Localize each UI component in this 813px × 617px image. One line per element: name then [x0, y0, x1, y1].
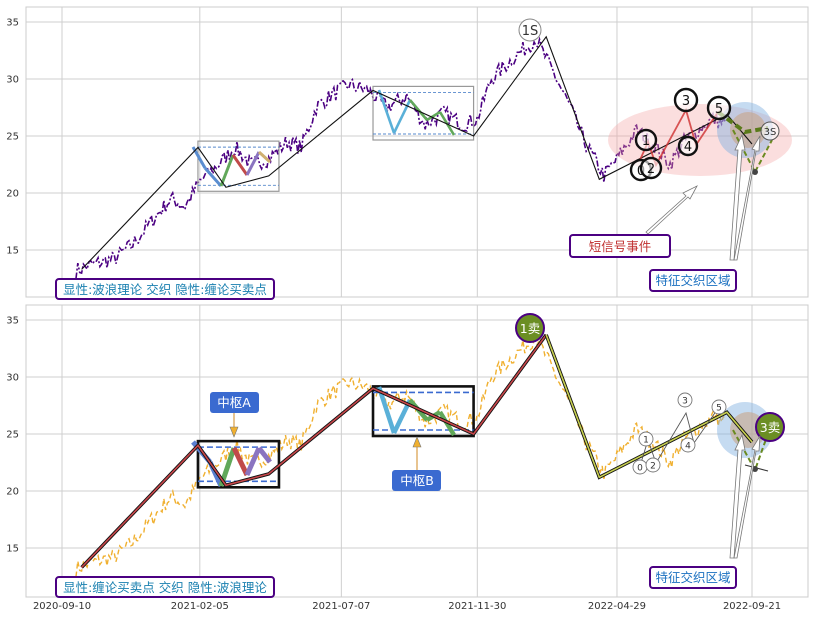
y-tick-label: 30: [6, 373, 19, 384]
x-tick-label: 2022-04-29: [588, 601, 646, 612]
sell-label: 3S: [764, 127, 777, 138]
zhongshu-zigzag-segment: [257, 446, 272, 464]
zhongshu-zigzag-segment: [409, 99, 428, 121]
wave-label-circle: [639, 156, 663, 180]
sell-1-label: 1卖: [520, 321, 540, 336]
center-a-label: 中枢A: [217, 395, 251, 410]
price-series-line: [75, 334, 726, 577]
feature-zone-box: [649, 269, 737, 292]
signal-event-box: [569, 234, 671, 258]
x-tick-label: 2020-09-10: [33, 601, 91, 612]
center-b-arrow-head: [412, 436, 422, 448]
wave-label-circle: [706, 95, 732, 121]
zhongshu-zigzag-segment: [231, 446, 250, 477]
zhongshu-zigzag-segment: [203, 167, 223, 187]
projection-dash-low: [732, 427, 771, 473]
feature-arrow-2: [733, 135, 761, 261]
wave-label-text: 1: [642, 134, 650, 149]
sell-1-marker: [515, 313, 545, 343]
wave-label-text: 2: [647, 162, 655, 177]
wave-label-text: 5: [716, 404, 722, 414]
wave-label-circle: [645, 457, 661, 473]
zhongshu-zigzag-segment: [244, 446, 262, 477]
x-tick-label: 2021-11-30: [448, 601, 506, 612]
y-tick-label: 30: [6, 75, 19, 86]
y-tick-label: 15: [6, 246, 19, 257]
center-a-box: [210, 392, 259, 413]
wave-label-text: 4: [685, 442, 691, 452]
zhongshu-zigzag-segment: [219, 154, 235, 187]
zhongshu-zigzag-segment: [426, 110, 441, 122]
wave-label-text: 5: [715, 102, 723, 117]
wave-label-circle: [680, 437, 696, 453]
x-tick-label: 2022-09-21: [723, 601, 781, 612]
wave-label-text: 3: [682, 397, 688, 407]
feature-zone-label: 特征交织区域: [655, 273, 730, 288]
zhongshu-zigzag-segment: [257, 150, 272, 164]
legend-text-top: 显性:波浪理论 交织 隐性:缠论买卖点: [63, 282, 267, 297]
zhongshu-zigzag-segment: [377, 89, 396, 134]
trend-line-down: [545, 334, 753, 479]
wave-label-text: 0: [637, 464, 643, 474]
center-b-box: [392, 470, 441, 491]
wave-label-circle: [677, 135, 699, 157]
signal-event-label: 短信号事件: [589, 239, 652, 254]
center-b-label: 中枢B: [400, 473, 434, 488]
legend-box-top: [55, 278, 275, 300]
projection-point: [752, 169, 758, 175]
zhongshu-box: [197, 140, 280, 192]
feature-zone-label: 特征交织区域: [655, 570, 730, 585]
wave-label-text: 1: [643, 436, 649, 446]
trend-line: [81, 35, 753, 270]
legend-text-bottom: 显性:缠论买卖点 交织 隐性:波浪理论: [63, 580, 267, 595]
top-panel: [25, 6, 809, 298]
wave-label-circle: [638, 431, 654, 447]
wave-label-circle: [711, 399, 727, 415]
projection-dash: [716, 110, 769, 135]
y-tick-label: 15: [6, 544, 19, 555]
peak-label: 1S: [522, 24, 539, 39]
zhongshu-box: [372, 85, 475, 141]
wave-label-text: 4: [684, 140, 692, 155]
y-tick-label: 20: [6, 487, 19, 498]
feature-arrow: [729, 433, 746, 559]
trend-line-up: [81, 334, 547, 568]
wave-label-circle: [673, 87, 699, 113]
projection-point: [752, 466, 758, 472]
center-a-arrow-head: [229, 426, 239, 438]
zhongshu-box: [371, 385, 475, 438]
wave-label-text: 3: [682, 94, 690, 109]
zhongshu-zigzag-segment: [231, 154, 249, 176]
sell-marker-circle: [760, 121, 780, 141]
y-tick-label: 35: [6, 316, 19, 327]
y-tick-label: 25: [6, 132, 19, 143]
sell-3-label: 3卖: [760, 420, 780, 435]
wave-label-circle: [634, 128, 658, 152]
signal-arrow: [645, 185, 698, 235]
wave-label-text: 2: [650, 462, 656, 472]
peak-marker-circle: [518, 18, 542, 42]
feature-zone-box: [649, 566, 737, 589]
price-series-line: [75, 36, 726, 279]
wave-label-circle: [677, 392, 693, 408]
zhongshu-zigzag-segment: [245, 151, 261, 176]
legend-box-bottom: [55, 576, 275, 598]
x-tick-label: 2021-07-07: [312, 601, 370, 612]
zhongshu-zigzag-segment: [376, 386, 397, 434]
sell-3-marker: [755, 412, 785, 442]
y-tick-label: 20: [6, 189, 19, 200]
feature-arrow-2: [733, 435, 761, 559]
x-tick-label: 2021-02-05: [171, 601, 229, 612]
feature-arrow: [729, 133, 746, 261]
y-tick-label: 25: [6, 430, 19, 441]
y-tick-label: 35: [6, 18, 19, 29]
